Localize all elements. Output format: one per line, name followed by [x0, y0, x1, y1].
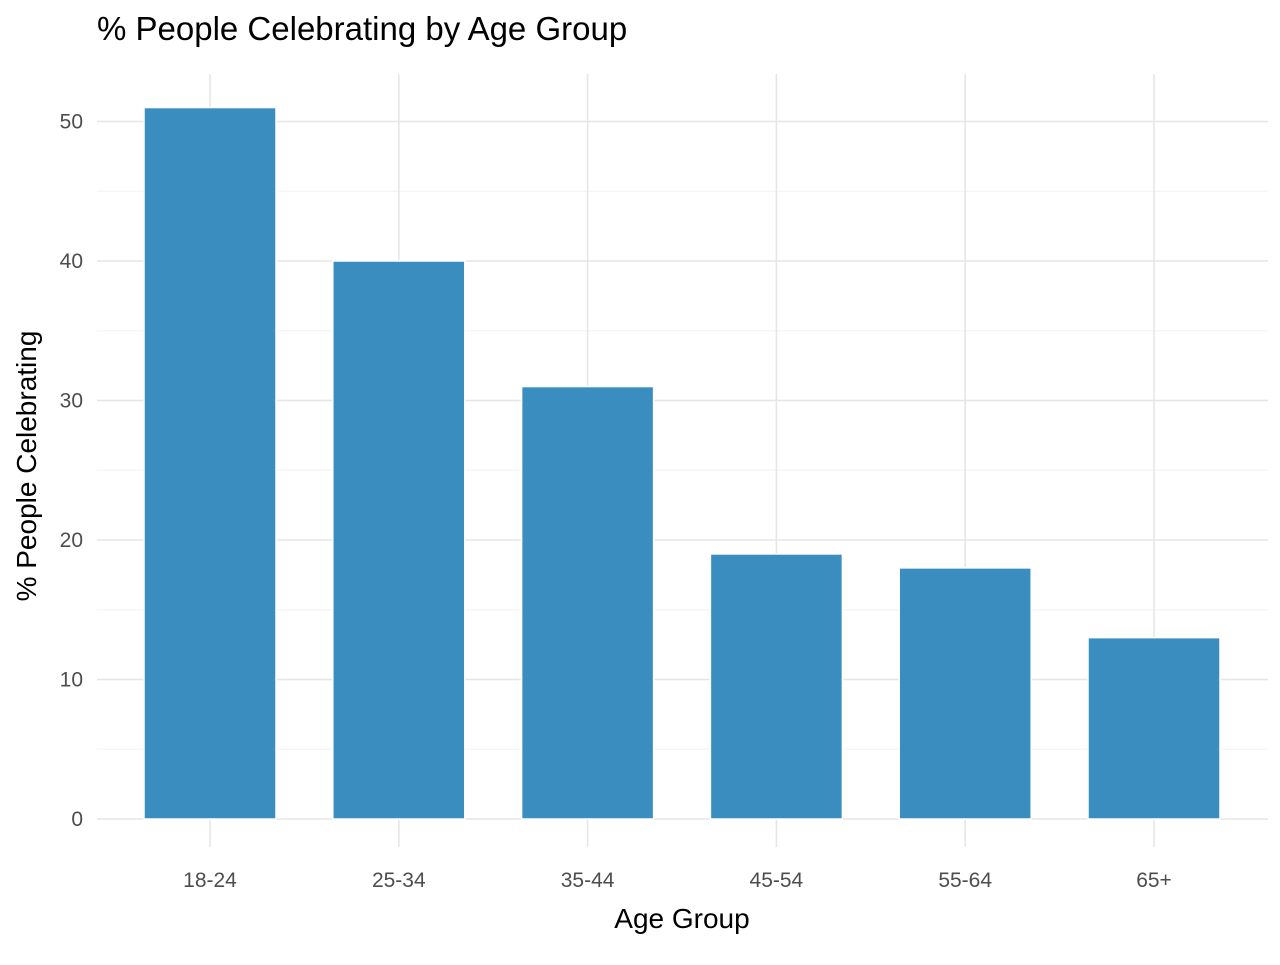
bar-45-54 [709, 553, 844, 820]
y-tick-label: 20 [60, 529, 83, 552]
y-axis-ticks: 0 10 20 30 40 50 [60, 111, 83, 832]
chart-title: % People Celebrating by Age Group [97, 10, 627, 47]
bars [143, 106, 1221, 820]
bar-65+ [1087, 636, 1221, 820]
bar-25-34 [332, 260, 466, 820]
bar-18-24 [143, 106, 277, 820]
y-tick-label: 40 [60, 250, 83, 273]
x-tick-label: 45-54 [750, 869, 804, 892]
bar-55-64 [898, 567, 1032, 820]
y-tick-label: 30 [60, 390, 83, 413]
x-tick-label: 18-24 [183, 869, 237, 892]
x-tick-label: 55-64 [938, 869, 992, 892]
y-tick-label: 10 [60, 669, 83, 692]
y-axis-title: % People Celebrating [11, 331, 42, 602]
x-axis-title: Age Group [614, 903, 749, 934]
x-tick-label: 25-34 [372, 869, 426, 892]
x-tick-label: 65+ [1136, 869, 1172, 892]
bar-35-44 [520, 385, 655, 820]
x-tick-label: 35-44 [561, 869, 615, 892]
y-tick-label: 0 [71, 808, 83, 831]
y-tick-label: 50 [60, 111, 83, 134]
x-axis-ticks: 18-24 25-34 35-44 45-54 55-64 65+ [183, 869, 1172, 892]
